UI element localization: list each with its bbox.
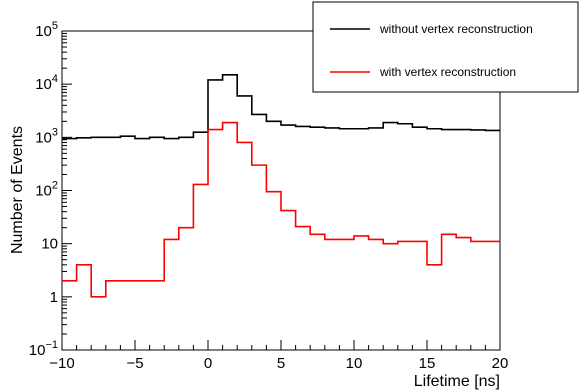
legend-box [312,1,579,93]
y-tick-label: 102 [35,180,58,200]
series-line-with-vertex [62,121,500,298]
x-tick-label: −5 [126,355,143,372]
x-axis-title: Lifetime [ns] [414,373,500,390]
legend-label-without-vertex: without vertex reconstruction [379,22,533,36]
legend: without vertex reconstruction with verte… [312,1,579,93]
x-tick-label: 15 [419,355,436,372]
axis-ticks [61,30,501,351]
y-tick-label: 103 [35,126,58,146]
x-tick-label: 0 [204,355,212,372]
x-tick-label: −10 [49,355,74,372]
series-line-without-vertex [62,74,500,140]
y-tick-label: 104 [35,73,58,93]
x-tick-label: 5 [277,355,285,372]
y-tick-label: 1 [50,289,58,306]
x-tick-label: 10 [346,355,363,372]
y-axis-title: Number of Events [9,126,26,254]
legend-label-with-vertex: with vertex reconstruction [379,65,516,79]
series-lines [62,74,500,298]
y-tick-label: 10 [41,236,58,253]
y-tick-label: 105 [35,20,58,40]
x-tick-label: 20 [492,355,509,372]
